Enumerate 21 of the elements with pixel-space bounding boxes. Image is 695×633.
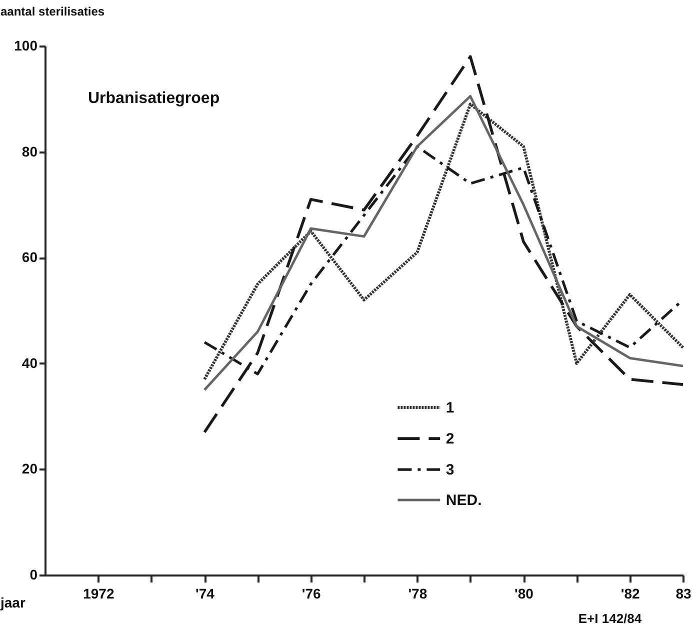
y-tick-label: 60 — [22, 249, 38, 266]
y-tick-label: 40 — [22, 354, 38, 371]
x-tick-label: '80 — [514, 586, 534, 602]
legend-label: 2 — [446, 430, 454, 448]
legend-title: Urbanisatiegroep — [88, 90, 220, 107]
text: E+I 142/84 — [578, 611, 642, 626]
x-tick-label: '78 — [408, 586, 428, 602]
legend-label: 3 — [446, 462, 454, 479]
y-tick-label: 20 — [22, 460, 38, 477]
x-tick-label: 1972 — [83, 586, 114, 602]
x-tick-label: '82 — [620, 586, 640, 602]
x-tick-label: '76 — [302, 586, 321, 602]
y-axis-title: aantal sterilisaties — [0, 4, 105, 18]
y-tick-label: 100 — [14, 38, 38, 54]
x-tick-label: 83 — [676, 586, 692, 602]
y-tick-label: 0 — [30, 566, 38, 582]
legend-label: NED. — [446, 492, 482, 510]
legend-label: 1 — [446, 400, 454, 417]
x-tick-label: '74 — [196, 586, 215, 602]
y-tick-label: 80 — [22, 143, 38, 160]
x-axis-title: jaar — [0, 594, 26, 610]
